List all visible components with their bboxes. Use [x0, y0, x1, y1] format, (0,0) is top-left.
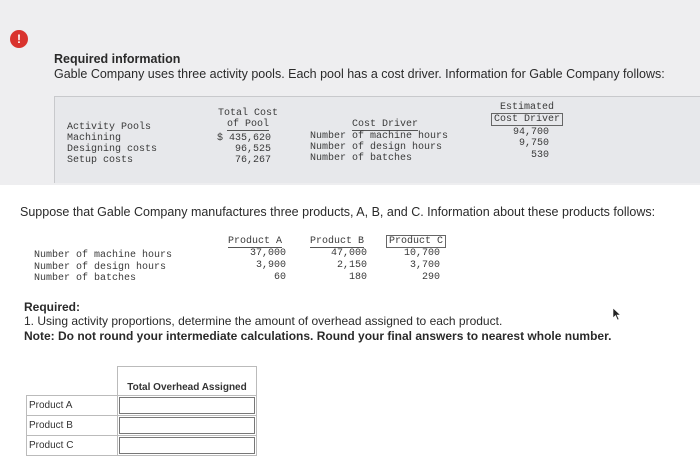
pool-estimate: 94,700: [512, 127, 549, 138]
col-header-estimated: Estimated: [499, 102, 554, 113]
row-label: Number of design hours: [34, 262, 167, 273]
col-header-product-b: Product B: [310, 236, 365, 248]
pool-cost: 96,525: [234, 144, 271, 155]
section-title: Required information: [54, 52, 181, 66]
col-header-cost-driver-est: Cost Driver: [487, 113, 567, 126]
answer-cell-product-c: [117, 435, 257, 456]
cell-value: 10,700: [403, 248, 440, 259]
cell-value: 180: [348, 272, 367, 283]
alert-icon: !: [10, 30, 28, 48]
cell-value: 47,000: [330, 248, 367, 259]
table-row: Product A: [26, 395, 257, 416]
cell-value: 2,150: [336, 260, 367, 271]
required-question: 1. Using activity proportions, determine…: [24, 314, 503, 328]
answer-cell-product-b: [117, 415, 257, 436]
required-info-panel: ! Required information Gable Company use…: [0, 0, 700, 185]
mouse-cursor-icon: [612, 307, 622, 321]
pool-driver: Number of batches: [310, 153, 413, 164]
pool-estimate: 9,750: [518, 138, 549, 149]
overhead-answer-table: Total Overhead Assigned Product A Produc…: [26, 366, 257, 456]
col-header-total-overhead: Total Overhead Assigned: [117, 366, 257, 396]
required-heading: Required:: [24, 300, 81, 314]
col-header-of-pool: of Pool: [226, 119, 269, 131]
row-label: Number of machine hours: [34, 250, 173, 261]
pool-estimate: 530: [530, 150, 549, 161]
products-intro-text: Suppose that Gable Company manufactures …: [20, 205, 656, 219]
row-label-product-c: Product C: [26, 435, 118, 456]
cell-value: 60: [273, 272, 286, 283]
col-header-activity-pools: Activity Pools: [67, 122, 152, 133]
pool-cost: $ 435,620: [216, 133, 271, 144]
row-label: Number of batches: [34, 273, 137, 284]
table-corner: [27, 367, 118, 396]
cell-value: 37,000: [249, 248, 286, 259]
pool-driver: Number of design hours: [310, 142, 443, 153]
activity-pools-table: Activity Pools Total Cost of Pool Cost D…: [54, 96, 700, 183]
rounding-note: Note: Do not round your intermediate cal…: [24, 329, 612, 343]
row-label-product-a: Product A: [26, 395, 118, 416]
pool-name: Setup costs: [67, 155, 134, 166]
pool-cost: 76,267: [234, 155, 271, 166]
col-header-product-a: Product A: [228, 236, 283, 248]
table-row: Product B: [26, 415, 257, 436]
cell-value: 290: [421, 272, 440, 283]
pool-name: Machining: [67, 133, 122, 144]
pool-driver: Number of machine hours: [310, 131, 449, 142]
col-header-product-c: Product C: [386, 235, 447, 248]
intro-text: Gable Company uses three activity pools.…: [54, 67, 665, 81]
table-row: Product C: [26, 435, 257, 456]
answer-cell-product-a: [117, 395, 257, 416]
overhead-input-product-a[interactable]: [119, 397, 255, 414]
pool-name: Designing costs: [67, 144, 158, 155]
overhead-input-product-c[interactable]: [119, 437, 255, 454]
cell-value: 3,700: [409, 260, 440, 271]
col-header-cost-driver: Cost Driver: [351, 119, 418, 131]
overhead-input-product-b[interactable]: [119, 417, 255, 434]
col-header-total-cost: Total Cost: [217, 108, 278, 119]
row-label-product-b: Product B: [26, 415, 118, 436]
cell-value: 3,900: [255, 260, 286, 271]
